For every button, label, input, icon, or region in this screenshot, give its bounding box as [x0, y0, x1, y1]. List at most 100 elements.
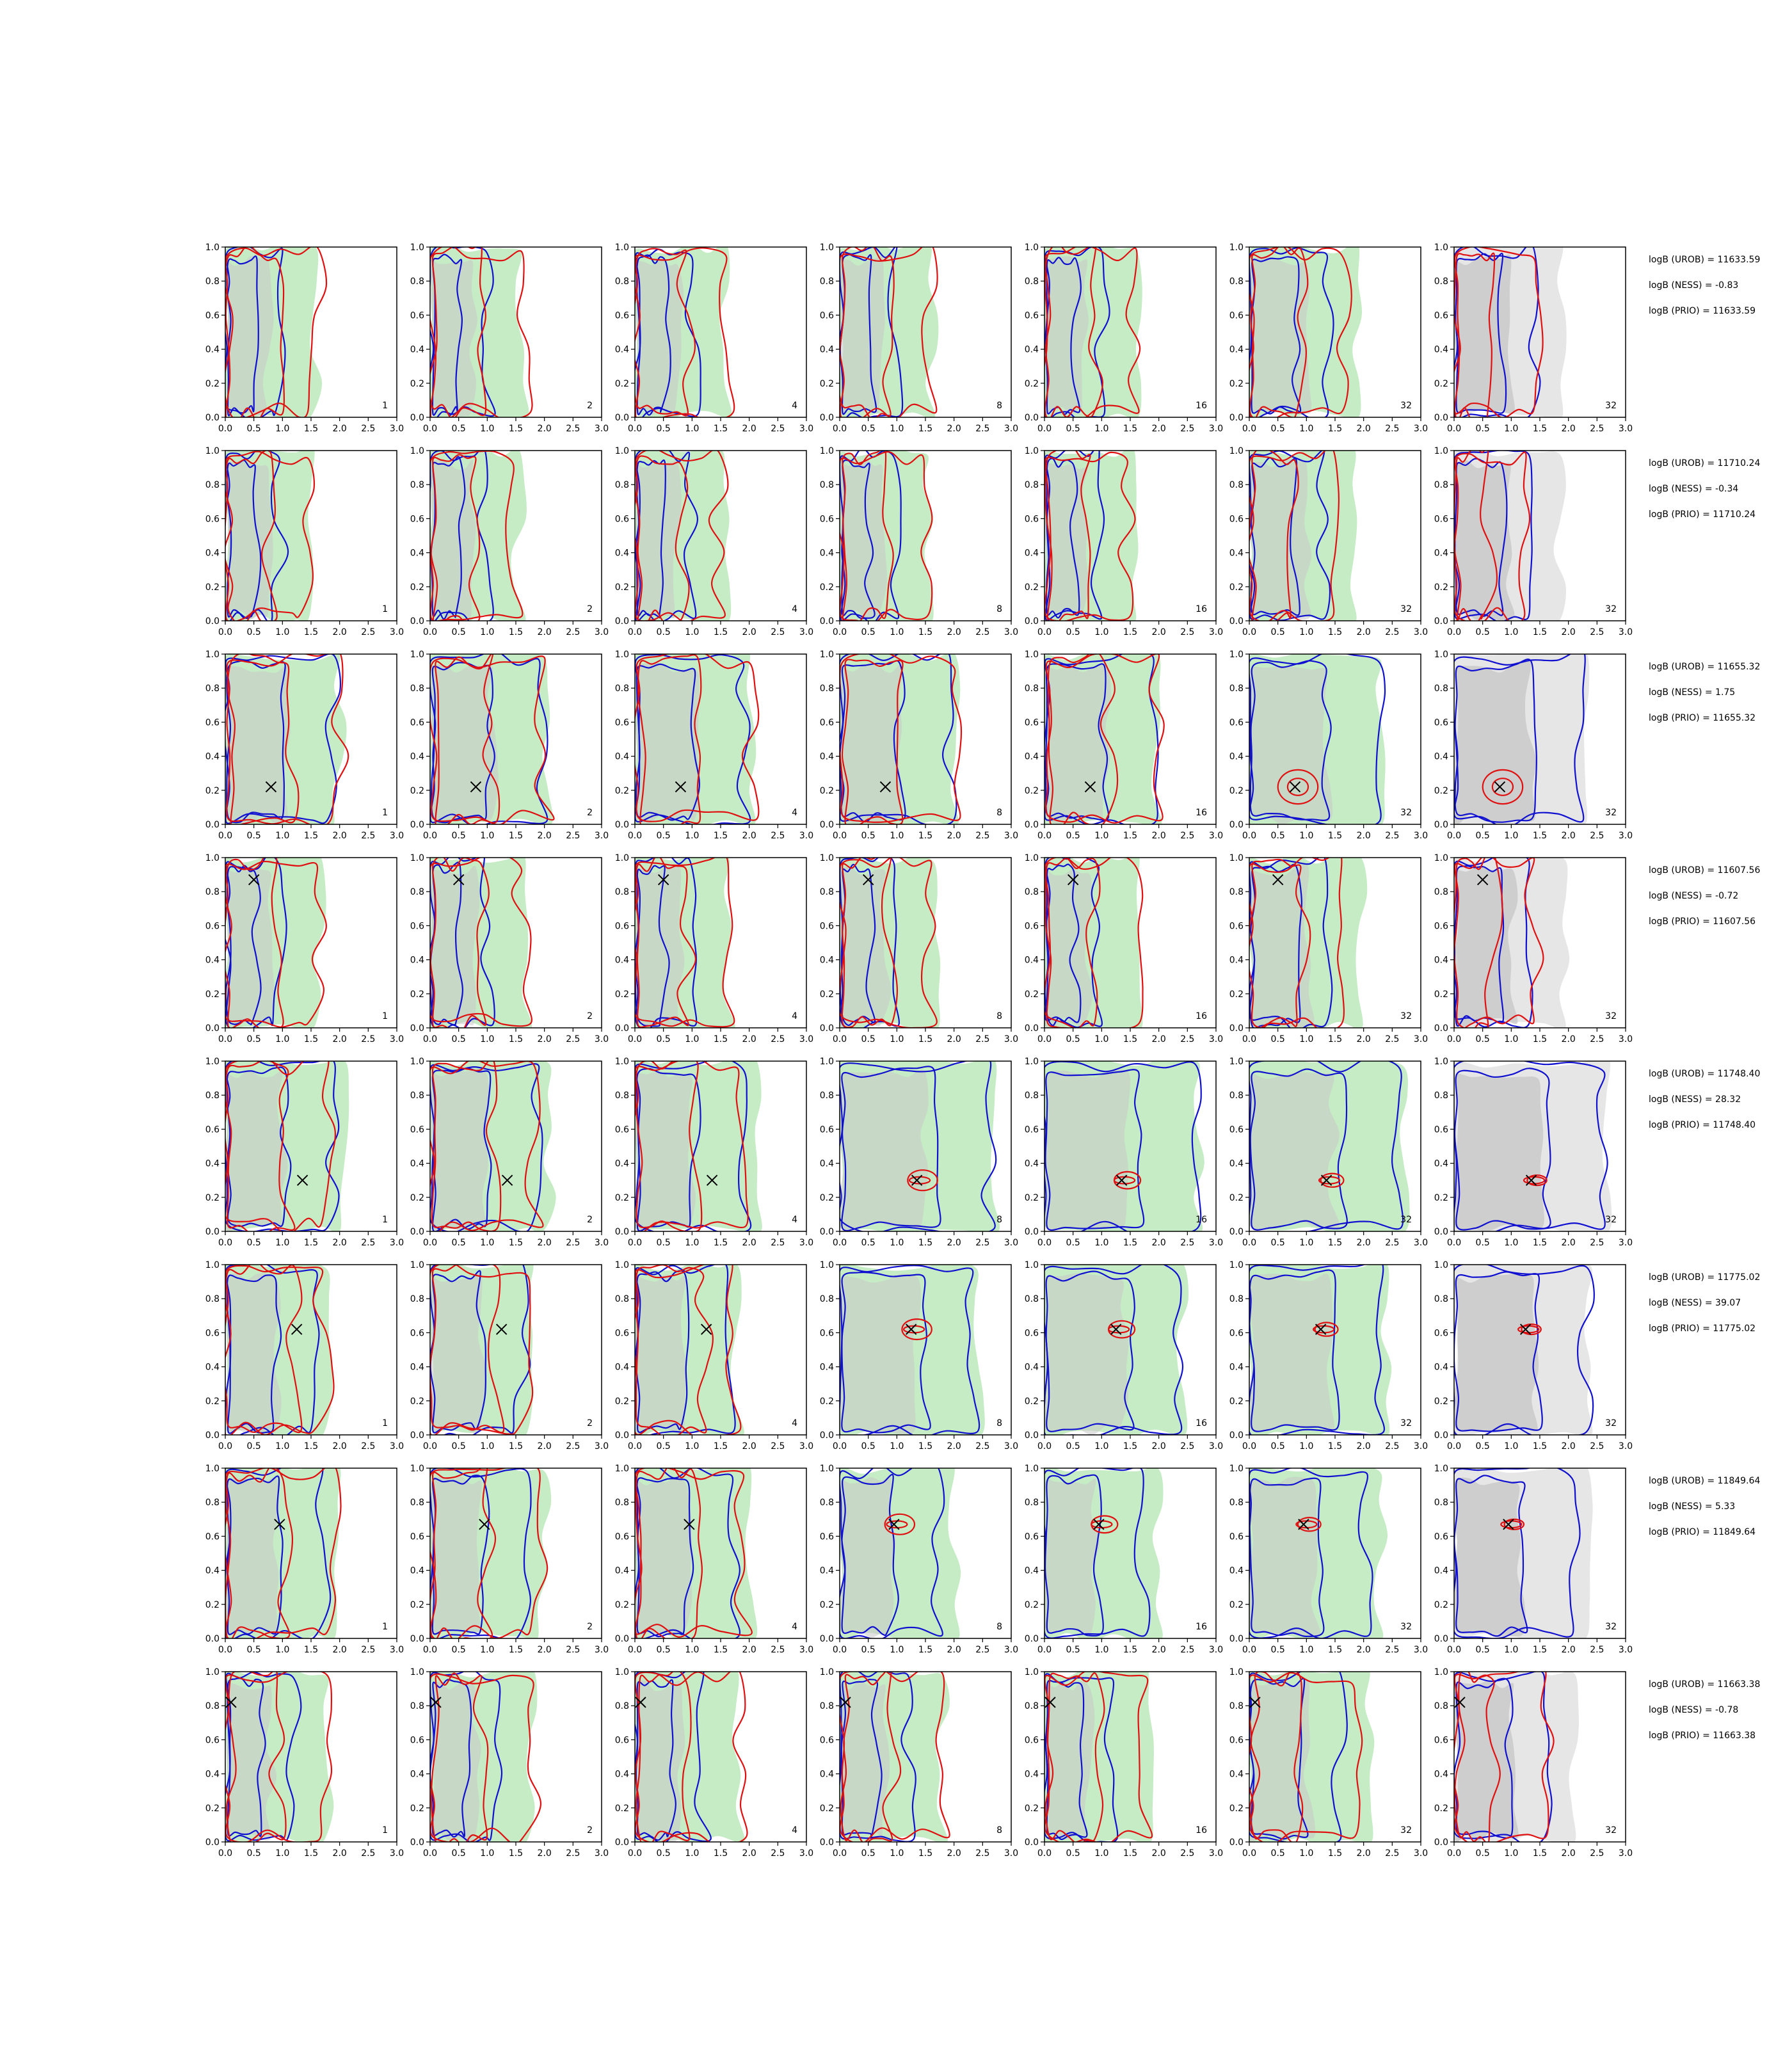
y-tick-label: 0.0: [615, 820, 629, 830]
y-tick-label: 0.2: [1229, 1193, 1244, 1203]
x-tick-label: 0.0: [1037, 1848, 1052, 1859]
x-tick-label: 2.0: [1562, 831, 1576, 841]
x-tick-label: 0.5: [657, 1034, 671, 1044]
x-tick-label: 2.0: [947, 1848, 961, 1859]
x-tick-label: 0.0: [1037, 1441, 1052, 1452]
true-value-marker: [862, 874, 874, 886]
x-tick-label: 2.5: [771, 1645, 785, 1655]
blue-contour-outer: [430, 1468, 532, 1638]
red-contour-1: [1047, 654, 1119, 824]
x-tick-label: 2.0: [1152, 627, 1166, 637]
x-tick-label: 2.0: [333, 627, 347, 637]
panel-r3-c3: 0.0 0.5 1.0 1.5 2.0 2.5 3.0 0.0 0.2 0.4 0.6 0.8 1.0 4: [615, 650, 813, 841]
log-bayes-factor-text: logB (NESS) = -0.34: [1649, 484, 1738, 494]
x-tick-label: 3.0: [799, 1441, 813, 1452]
blue-contour-outer: [225, 1468, 332, 1638]
y-tick-label: 0.0: [1025, 1023, 1039, 1034]
panel-number-label: 8: [996, 1011, 1002, 1021]
panel-r1-c6: 0.0 0.5 1.0 1.5 2.0 2.5 3.0 0.0 0.2 0.4 0.6 0.8 1.0 3…: [1229, 243, 1428, 434]
blue-contour-outer: [1454, 1061, 1608, 1231]
density-fill-inner: [840, 1069, 929, 1231]
x-tick-label: 0.0: [1242, 1848, 1256, 1859]
panel-number-label: 32: [1605, 604, 1617, 614]
true-value-marker: [1494, 781, 1506, 793]
y-tick-label: 0.4: [820, 548, 834, 559]
y-tick-label: 0.0: [410, 1227, 424, 1237]
panel-number-label: 1: [382, 808, 388, 818]
panel-number-label: 16: [1196, 604, 1207, 614]
blue-contour-outer: [1249, 1061, 1404, 1231]
x-tick-label: 2.5: [361, 1238, 375, 1248]
x-tick-label: 2.5: [1180, 627, 1194, 637]
y-tick-label: 0.0: [820, 616, 834, 627]
density-fill-inner: [1454, 1680, 1519, 1842]
y-tick-label: 0.6: [615, 1328, 629, 1338]
panel-number-label: 8: [996, 401, 1002, 411]
x-tick-label: 1.0: [1299, 1034, 1313, 1044]
x-tick-label: 3.0: [1209, 1238, 1223, 1248]
row-1-stats: logB (UROB) = 11633.59 logB (NESS) = -0.8…: [1649, 255, 1760, 316]
x-tick-label: 2.5: [975, 1238, 989, 1248]
panel-r4-c2: 0.0 0.5 1.0 1.5 2.0 2.5 3.0 0.0 0.2 0.4 0.6 0.8 1.0 2: [410, 853, 609, 1044]
x-tick-label: 1.0: [685, 1238, 699, 1248]
x-tick-label: 1.5: [1533, 1238, 1547, 1248]
x-tick-label: 0.5: [1066, 424, 1080, 434]
x-tick-label: 0.0: [218, 831, 232, 841]
log-bayes-factor-text: logB (PRIO) = 11663.38: [1649, 1731, 1756, 1741]
density-fill-inner: [1044, 1478, 1100, 1636]
x-tick-label: 2.0: [1562, 1441, 1576, 1452]
blue-contour-outer: [840, 654, 957, 824]
y-tick-label: 0.2: [1025, 1396, 1039, 1407]
y-tick-label: 0.2: [1229, 989, 1244, 1000]
density-fill-inner: [225, 665, 291, 824]
x-tick-label: 0.0: [1037, 424, 1052, 434]
x-tick-label: 2.5: [1180, 831, 1194, 841]
density-fill-inner: [1249, 256, 1312, 414]
x-tick-label: 1.5: [918, 1034, 932, 1044]
x-tick-label: 3.0: [390, 1441, 404, 1452]
y-tick-label: 0.6: [410, 1735, 424, 1745]
x-tick-label: 3.0: [1004, 1238, 1018, 1248]
x-tick-label: 2.5: [361, 831, 375, 841]
red-contour-2: [635, 1672, 748, 1842]
y-tick-label: 0.0: [1025, 1430, 1039, 1441]
y-tick-label: 1.0: [410, 1464, 424, 1474]
red-contour-core: [1091, 1520, 1113, 1529]
x-tick-label: 3.0: [1209, 1645, 1223, 1655]
y-tick-label: 1.0: [1229, 446, 1244, 456]
log-bayes-factor-text: logB (UROB) = 11663.38: [1649, 1679, 1760, 1690]
true-value-marker: [291, 1324, 303, 1335]
x-tick-label: 1.0: [890, 424, 904, 434]
y-tick-label: 0.0: [410, 616, 424, 627]
x-tick-label: 0.5: [247, 424, 261, 434]
y-tick-label: 0.4: [615, 548, 629, 559]
x-tick-label: 0.0: [833, 627, 847, 637]
x-tick-label: 3.0: [1414, 424, 1428, 434]
x-tick-label: 2.5: [1180, 1238, 1194, 1248]
y-tick-label: 0.8: [1434, 276, 1448, 287]
y-tick-label: 0.6: [205, 1532, 220, 1542]
x-tick-label: 0.5: [657, 1441, 671, 1452]
x-tick-label: 2.0: [333, 1848, 347, 1859]
density-fill-inner: [225, 1069, 288, 1231]
x-tick-label: 1.5: [1328, 424, 1342, 434]
x-tick-label: 0.5: [452, 627, 466, 637]
x-tick-label: 1.5: [1328, 1848, 1342, 1859]
y-tick-label: 0.6: [1229, 717, 1244, 728]
x-tick-label: 0.0: [423, 627, 437, 637]
log-bayes-factor-text: logB (UROB) = 11775.02: [1649, 1272, 1760, 1283]
density-fill-inner: [225, 1273, 282, 1434]
y-tick-label: 0.0: [410, 413, 424, 423]
panel-r7-c4: 0.0 0.5 1.0 1.5 2.0 2.5 3.0 0.0 0.2 0.4 0.6 0.8 1.0 8: [820, 1464, 1018, 1655]
x-tick-label: 1.5: [1328, 1645, 1342, 1655]
y-tick-label: 0.4: [1229, 548, 1244, 559]
y-tick-label: 0.2: [615, 1804, 629, 1814]
y-tick-label: 1.0: [410, 1057, 424, 1067]
true-value-marker: [274, 1519, 285, 1530]
x-tick-label: 0.5: [1066, 1848, 1080, 1859]
y-tick-label: 0.8: [410, 1701, 424, 1711]
x-tick-label: 1.5: [509, 831, 523, 841]
y-tick-label: 0.8: [1229, 276, 1244, 287]
log-bayes-factor-text: logB (PRIO) = 11710.24: [1649, 509, 1756, 520]
y-tick-label: 0.4: [205, 752, 220, 762]
